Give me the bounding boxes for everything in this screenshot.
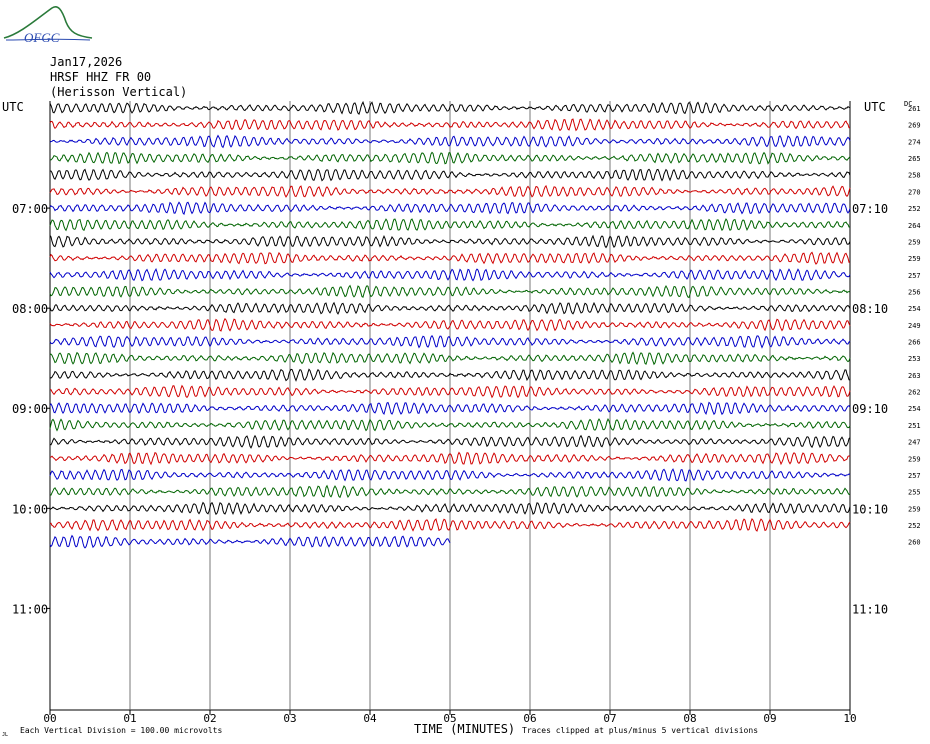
dc-value: 256	[908, 288, 921, 296]
seismic-trace	[49, 218, 851, 232]
dc-value: 274	[908, 138, 921, 146]
logo-text: OFGC	[24, 30, 60, 45]
date-label: Jan17,2026	[50, 55, 122, 69]
dc-value: 258	[908, 172, 921, 180]
x-axis-title: TIME (MINUTES)	[414, 722, 515, 736]
x-tick-label: 03	[283, 712, 296, 725]
seismic-trace	[49, 468, 851, 482]
left-axis-title: UTC	[2, 100, 24, 114]
hour-label-right: 09:10	[852, 402, 888, 416]
dc-value: 261	[908, 105, 921, 113]
dc-value: 254	[908, 405, 921, 413]
x-tick-label: 07	[603, 712, 616, 725]
seismic-trace	[49, 417, 851, 432]
seismic-trace	[49, 317, 851, 332]
corner-mark: JL	[2, 732, 8, 738]
seismic-trace	[49, 251, 851, 265]
dc-value: 253	[908, 355, 921, 363]
label-group: 00 01 02 03 04 05 06 07 08 09 10 07:00 08:00 09:00 10:…	[12, 105, 921, 725]
location-label: (Herisson Vertical)	[50, 85, 187, 99]
logo-swoosh-blue	[5, 38, 91, 41]
hour-label-left: 07:00	[12, 202, 48, 216]
seismic-trace	[49, 518, 851, 532]
seismic-trace	[49, 151, 851, 165]
trace-group	[49, 100, 851, 549]
dc-value: 255	[908, 489, 921, 497]
dc-value: 266	[908, 339, 921, 347]
hour-label-right: 08:10	[852, 302, 888, 316]
x-tick-label: 05	[443, 712, 456, 725]
dc-value: 259	[908, 255, 921, 263]
ofgc-logo: OFGC	[3, 6, 93, 45]
dc-value: 269	[908, 122, 921, 130]
seismic-trace	[49, 501, 851, 516]
dc-value: 270	[908, 188, 921, 196]
dc-value: 260	[908, 539, 921, 547]
hour-label-left: 08:00	[12, 302, 48, 316]
dc-value: 254	[908, 305, 921, 313]
seismic-trace	[49, 267, 851, 282]
seismic-trace	[49, 384, 851, 399]
hour-label-left: 09:00	[12, 402, 48, 416]
dc-value: 249	[908, 322, 921, 330]
seismic-trace	[49, 368, 851, 382]
seismic-trace	[49, 401, 851, 416]
seismic-trace	[49, 301, 851, 315]
seismic-trace	[49, 201, 851, 216]
dc-title: DC	[904, 100, 912, 108]
seismic-trace	[49, 351, 851, 366]
dc-value: 251	[908, 422, 921, 430]
dc-value: 259	[908, 455, 921, 463]
dc-value: 263	[908, 372, 921, 380]
dc-value: 262	[908, 389, 921, 397]
dc-value: 259	[908, 238, 921, 246]
seismic-trace	[49, 484, 851, 499]
seismic-trace	[49, 234, 851, 249]
seismic-trace	[49, 334, 851, 349]
x-tick-label: 04	[363, 712, 377, 725]
x-tick-label: 10	[843, 712, 856, 725]
x-tick-label: 02	[203, 712, 216, 725]
seismic-trace	[49, 434, 851, 449]
dc-value: 257	[908, 472, 921, 480]
dc-value: 264	[908, 222, 921, 230]
dc-value: 259	[908, 505, 921, 513]
seismic-trace	[49, 134, 851, 149]
hour-label-left: 10:00	[12, 502, 48, 516]
station-label: HRSF HHZ FR 00	[50, 70, 151, 84]
seismic-trace	[49, 451, 851, 466]
x-tick-label: 09	[763, 712, 776, 725]
x-tick-label: 01	[123, 712, 136, 725]
logo-swoosh	[3, 6, 93, 39]
right-axis-title: UTC	[864, 100, 886, 114]
dc-value: 265	[908, 155, 921, 163]
x-tick-label: 06	[523, 712, 536, 725]
clip-note: Traces clipped at plus/minus 5 vertical …	[522, 726, 758, 735]
hour-label-right: 07:10	[852, 202, 888, 216]
dc-value: 252	[908, 522, 921, 530]
seismic-trace	[49, 284, 851, 299]
dc-value: 257	[908, 272, 921, 280]
seismic-trace	[49, 168, 851, 182]
hour-label-right: 11:10	[852, 602, 888, 616]
seismic-trace	[49, 534, 451, 549]
scale-note: Each Vertical Division = 100.00 microvol…	[20, 726, 222, 735]
x-tick-label: 00	[43, 712, 56, 725]
seismic-trace	[49, 100, 851, 115]
dc-value: 252	[908, 205, 921, 213]
x-tick-label: 08	[683, 712, 696, 725]
seismic-trace	[49, 118, 851, 132]
dc-value: 247	[908, 439, 921, 447]
hour-label-right: 10:10	[852, 502, 888, 516]
seismic-trace	[49, 184, 851, 198]
hour-label-left: 11:00	[12, 602, 48, 616]
